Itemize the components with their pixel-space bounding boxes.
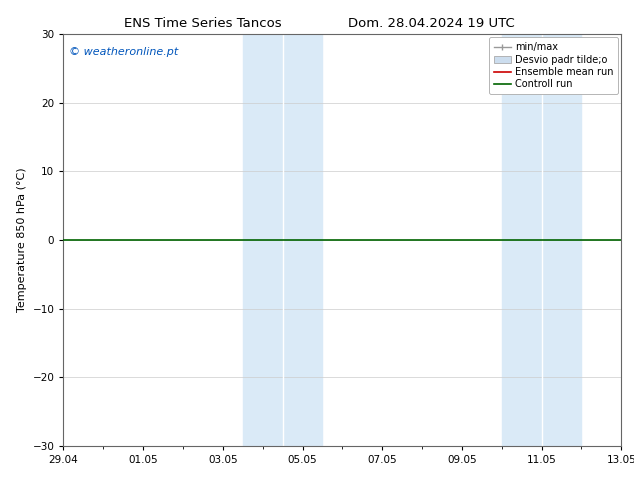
Bar	[243, 34, 283, 446]
Bar	[501, 34, 541, 446]
Bar	[541, 34, 581, 446]
Text: © weatheronline.pt: © weatheronline.pt	[69, 47, 178, 57]
Text: Dom. 28.04.2024 19 UTC: Dom. 28.04.2024 19 UTC	[347, 17, 515, 30]
Y-axis label: Temperature 850 hPa (°C): Temperature 850 hPa (°C)	[17, 168, 27, 313]
Legend: min/max, Desvio padr tilde;o, Ensemble mean run, Controll run: min/max, Desvio padr tilde;o, Ensemble m…	[489, 37, 618, 94]
Text: ENS Time Series Tancos: ENS Time Series Tancos	[124, 17, 281, 30]
Bar	[283, 34, 323, 446]
